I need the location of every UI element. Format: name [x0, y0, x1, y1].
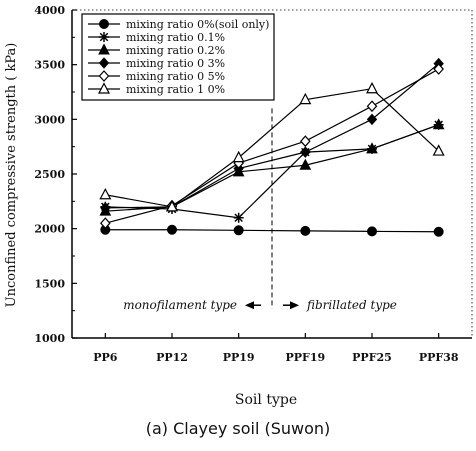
x-tick-label: PP12 [156, 351, 188, 364]
x-tick-label: PPF19 [285, 351, 325, 364]
data-point [167, 224, 177, 235]
marker-shape [299, 92, 312, 105]
marker-shape [366, 81, 378, 94]
data-point [433, 226, 444, 237]
legend-box [81, 13, 275, 101]
marker-shape [299, 158, 312, 170]
y-axis-title: Unconfined compressive strength ( kPa) [4, 43, 19, 308]
axes-layer: 1000 1500 2000 2500 3000 3500 4000 PP6 PP12 PP19 P… [34, 4, 473, 364]
marker-shape [233, 225, 244, 236]
legend-item: mixing ratio 0%(soil only) [88, 18, 269, 31]
marker-shape [300, 146, 311, 158]
legend-item: mixing ratio 1 0% [88, 82, 225, 96]
y-tick-label: 3000 [34, 113, 65, 126]
marker-shape [98, 82, 110, 94]
marker-shape [433, 226, 444, 237]
data-point [233, 212, 244, 223]
legend-label: mixing ratio 0 5% [126, 70, 225, 83]
y-tick-label: 3500 [34, 59, 65, 72]
legend-label: mixing ratio 0 3% [126, 57, 225, 70]
legend: mixing ratio 0%(soil only)mixing ratio 0… [81, 13, 275, 101]
data-point [366, 100, 378, 113]
data-point [432, 118, 445, 130]
legend-marker [99, 19, 109, 29]
data-point [433, 63, 444, 75]
marker-shape [432, 144, 445, 156]
marker-shape [98, 43, 110, 55]
y-tick-label: 2000 [34, 223, 65, 236]
data-point [233, 225, 244, 236]
y-tick-label: 1500 [34, 277, 65, 290]
marker-shape [300, 135, 311, 148]
data-point [366, 81, 378, 94]
legend-item: mixing ratio 0.2% [88, 43, 225, 57]
data-point [366, 113, 378, 126]
marker-shape [233, 212, 244, 223]
fibrillated-label: fibrillated type [306, 298, 397, 312]
data-point [99, 187, 112, 200]
marker-shape [98, 70, 110, 82]
legend-item: mixing ratio 0 3% [88, 57, 225, 70]
data-point [299, 158, 312, 170]
data-point [300, 146, 311, 158]
marker-shape [99, 187, 112, 200]
marker-shape [167, 224, 177, 235]
data-point [100, 202, 111, 214]
x-tick-label: PP19 [223, 351, 255, 364]
marker-shape [300, 225, 311, 236]
data-point [299, 92, 312, 105]
data-point [300, 135, 311, 148]
marker-shape [98, 57, 110, 69]
marker-shape [433, 63, 444, 75]
marker-shape [100, 202, 111, 214]
data-point [432, 144, 445, 156]
y-tick-label: 2500 [34, 168, 65, 181]
x-tick-label: PP6 [93, 351, 118, 364]
marker-shape [366, 142, 378, 154]
marker-shape [166, 200, 178, 212]
x-tick-label: PPF25 [352, 351, 392, 364]
legend-label: mixing ratio 0.2% [126, 44, 225, 57]
figure-caption: (a) Clayey soil (Suwon) [146, 419, 331, 438]
legend-label: mixing ratio 0%(soil only) [126, 18, 269, 31]
marker-shape [100, 217, 111, 230]
legend-item: mixing ratio 0 5% [88, 70, 225, 83]
marker-shape [366, 100, 378, 113]
legend-marker [98, 82, 110, 94]
y-tick-label: 4000 [34, 4, 65, 17]
marker-shape [432, 118, 445, 130]
data-point [300, 225, 311, 236]
x-tick-label: PPF38 [419, 351, 459, 364]
marker-shape [366, 113, 378, 126]
marker-shape [99, 32, 109, 42]
annotation-layer: monofilament type fibrillated type [123, 108, 397, 312]
legend-label: mixing ratio 1 0% [126, 83, 225, 96]
data-point [166, 200, 178, 212]
data-point [366, 142, 378, 154]
marker-shape [232, 150, 245, 163]
marker-shape [99, 19, 109, 29]
data-point [100, 217, 111, 230]
legend-marker [98, 70, 110, 82]
data-point [232, 150, 245, 163]
y-tick-label: 1000 [34, 332, 65, 345]
legend-marker [99, 32, 109, 42]
left-arrow-icon [245, 301, 254, 310]
marker-shape [367, 226, 377, 237]
x-axis-title: Soil type [235, 392, 297, 408]
legend-label: mixing ratio 0.1% [126, 31, 225, 44]
monofilament-label: monofilament type [123, 298, 237, 312]
legend-item: mixing ratio 0.1% [88, 31, 225, 44]
data-point [367, 226, 377, 237]
right-arrow-icon [290, 301, 299, 310]
legend-marker [98, 43, 110, 55]
legend-marker [98, 57, 110, 69]
